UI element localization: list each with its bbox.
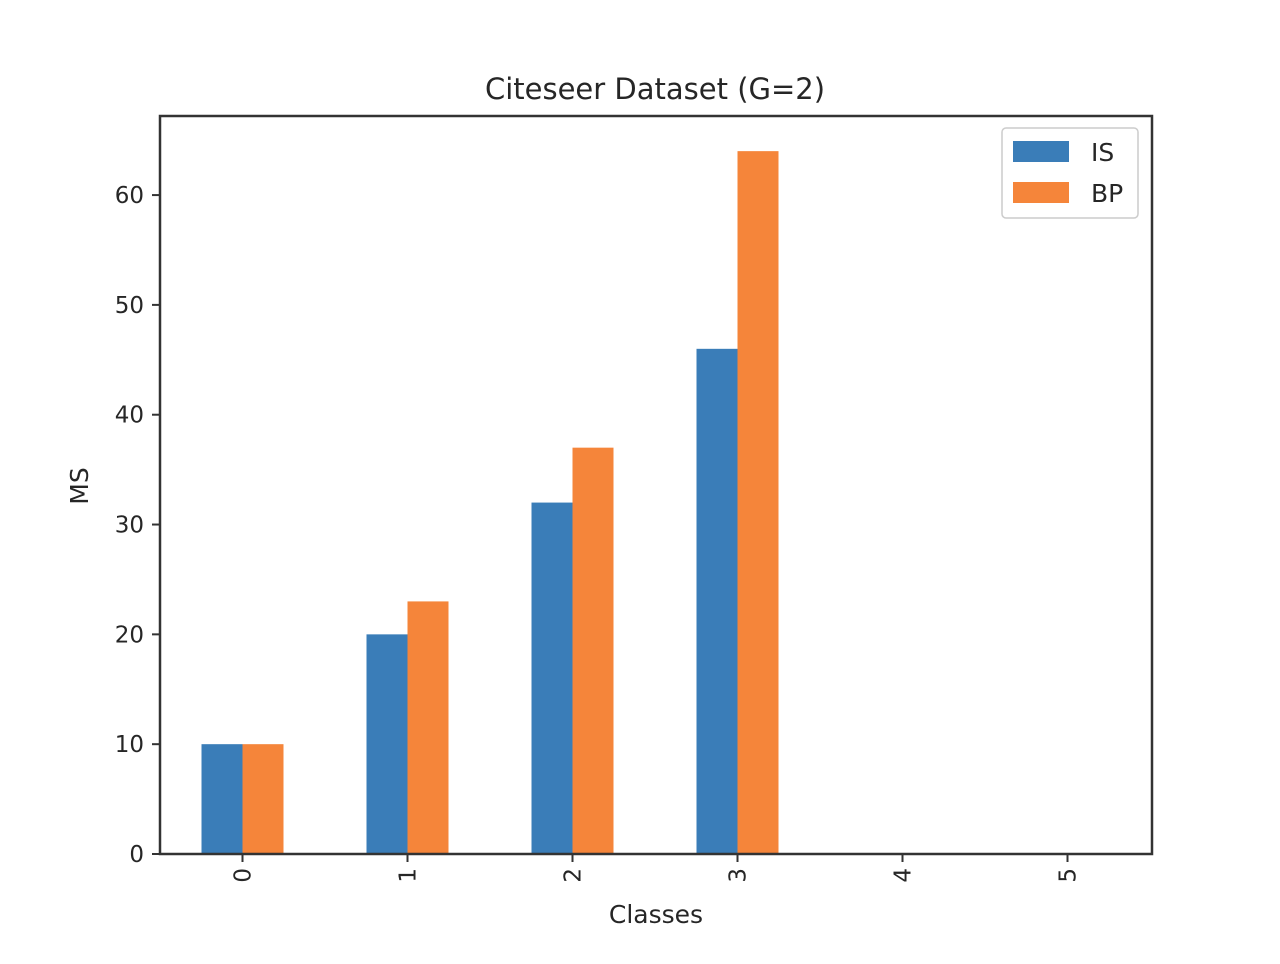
- chart-title: Citeseer Dataset (G=2): [485, 72, 825, 106]
- y-tick-label: 40: [115, 403, 144, 429]
- bar-is-class-3: [696, 348, 738, 854]
- bar-is-class-1: [366, 634, 408, 854]
- x-tick-label: 1: [396, 868, 422, 883]
- y-axis-label: MS: [65, 467, 94, 504]
- legend-label-is: IS: [1091, 138, 1114, 167]
- legend-label-bp: BP: [1091, 179, 1123, 208]
- plot-area: [201, 151, 779, 855]
- legend-swatch-bp: [1013, 182, 1069, 203]
- plot-frame: [158, 114, 1154, 856]
- x-axis: 0 1 2 3 4 5: [231, 854, 1082, 883]
- x-tick-label: 2: [561, 868, 587, 883]
- x-tick-label: 4: [891, 868, 917, 883]
- bar-bp-class-1: [407, 601, 449, 854]
- x-tick-label: 3: [726, 868, 752, 883]
- y-tick-label: 0: [129, 842, 144, 868]
- bar-is-class-2: [531, 502, 573, 854]
- y-tick-label: 10: [115, 732, 144, 758]
- x-tick-label: 5: [1056, 868, 1082, 883]
- x-axis-label: Classes: [609, 900, 703, 929]
- y-tick-label: 30: [115, 513, 144, 539]
- x-tick-label: 0: [231, 868, 257, 883]
- bar-bp-class-2: [572, 447, 614, 854]
- legend-swatch-is: [1013, 141, 1069, 162]
- legend: IS BP: [1001, 127, 1139, 219]
- y-tick-label: 20: [115, 622, 144, 648]
- y-axis: 0 10 20 30 40 50 60: [115, 183, 160, 868]
- bar-bp-class-3: [737, 151, 779, 855]
- y-tick-label: 60: [115, 183, 144, 209]
- bar-is-class-0: [201, 744, 243, 854]
- bar-bp-class-0: [242, 744, 284, 854]
- y-tick-label: 50: [115, 293, 144, 319]
